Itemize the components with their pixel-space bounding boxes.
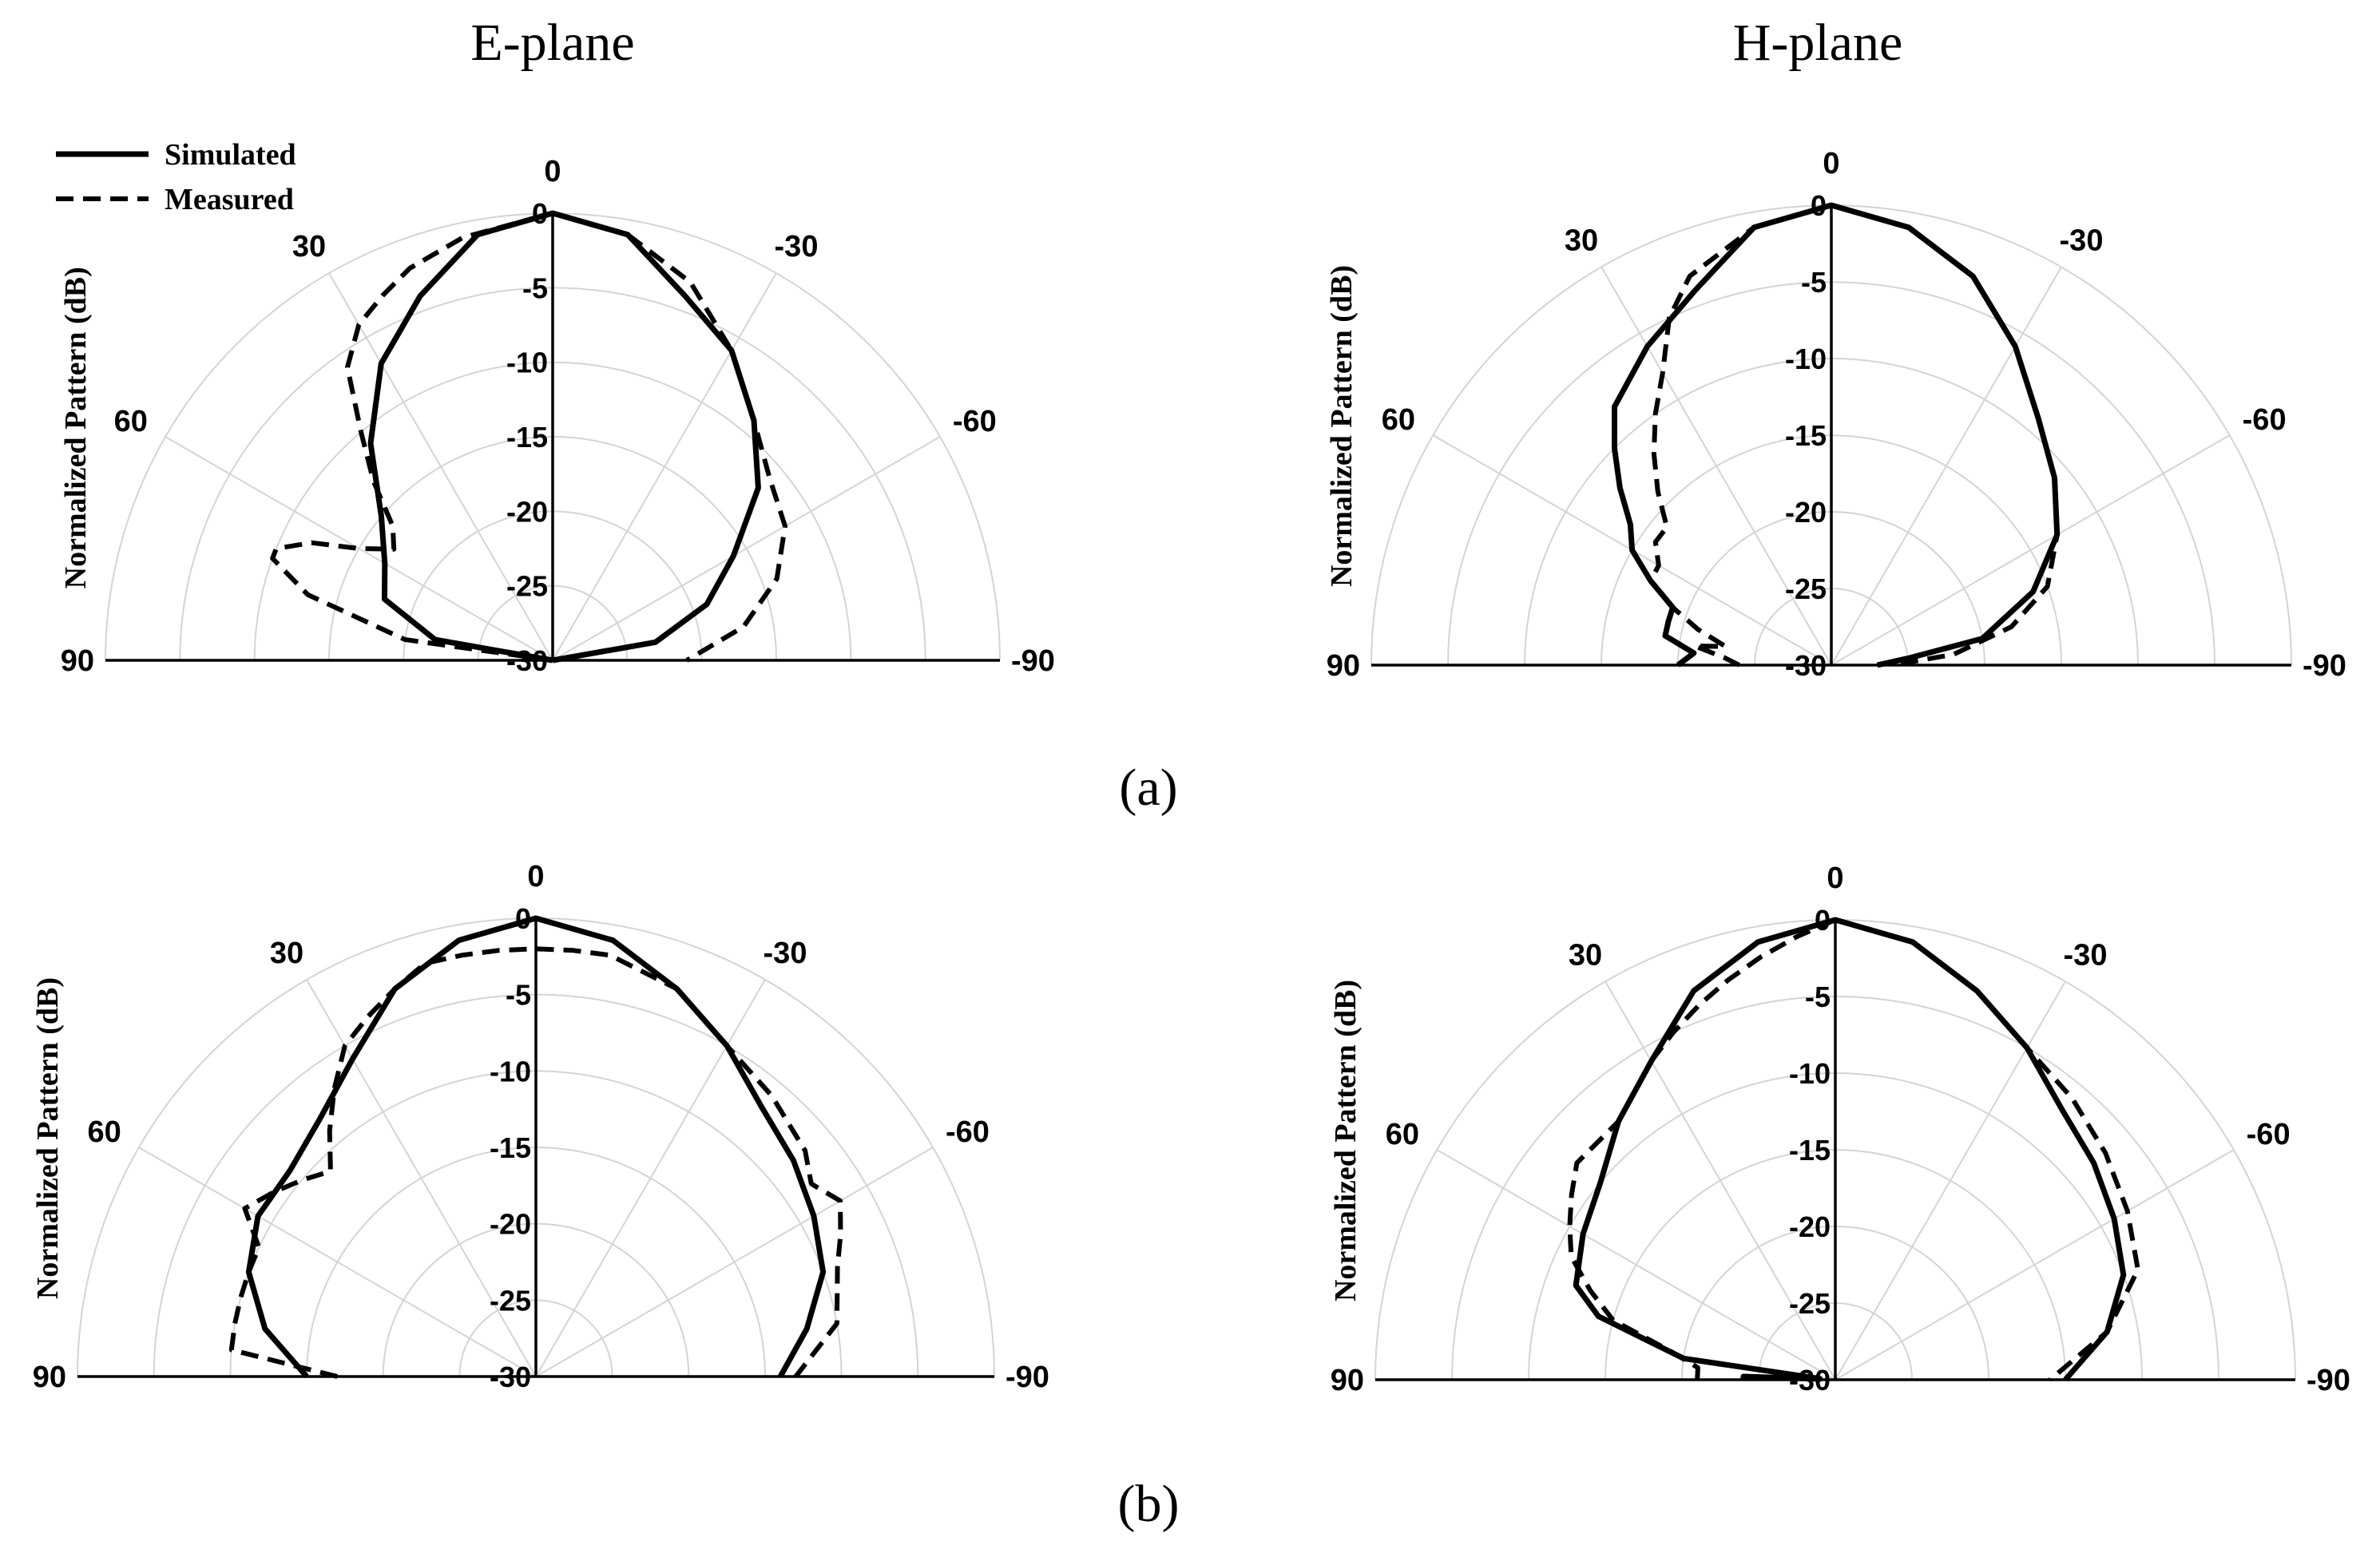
y-axis-label: Normalized Pattern (dB) (31, 977, 65, 1299)
angle-tick-label: 30 (292, 230, 326, 263)
radial-tick-label: -10 (1785, 343, 1827, 375)
grid-spoke (138, 1147, 537, 1377)
angle-tick-label: 30 (1565, 224, 1598, 257)
angle-tick-label: 30 (270, 937, 303, 970)
radial-tick-label: 0 (515, 902, 531, 935)
grid-spoke (1831, 266, 2062, 666)
polar-panel-1: 0-5-10-15-20-25-309060300-30-60-90Normal… (59, 155, 1055, 678)
series-line-measured (228, 946, 843, 1379)
grid-spoke (1605, 981, 1836, 1381)
radial-tick-label: -25 (1789, 1287, 1831, 1320)
angle-tick-label: -30 (764, 937, 807, 970)
angle-tick-label: 60 (1386, 1118, 1419, 1151)
grid-spoke (328, 272, 553, 661)
angle-tick-label: 90 (33, 1361, 66, 1394)
grid-spoke (535, 979, 766, 1377)
angle-tick-label: -90 (1011, 644, 1055, 678)
radial-tick-label: -10 (1789, 1057, 1831, 1090)
angle-tick-label: -30 (775, 230, 819, 263)
legend-label-solid: Simulated (165, 138, 296, 172)
angle-tick-label: 90 (1327, 649, 1360, 683)
grid-spoke (1831, 434, 2231, 666)
radial-tick-label: -25 (490, 1284, 531, 1317)
radial-tick-label: 0 (1811, 189, 1827, 222)
y-axis-label: Normalized Pattern (dB) (1329, 980, 1363, 1301)
angle-tick-label: -60 (2247, 1118, 2291, 1151)
radial-tick-label: -15 (490, 1131, 531, 1164)
radial-tick-label: -15 (1785, 419, 1827, 452)
radial-tick-label: -30 (1785, 649, 1827, 682)
grid-spoke (535, 1147, 934, 1377)
grid-spoke (165, 436, 553, 661)
radial-tick-label: -20 (1789, 1210, 1831, 1243)
angle-tick-label: -30 (2060, 224, 2104, 257)
radial-tick-label: -5 (522, 271, 548, 304)
radial-tick-label: -25 (1785, 572, 1827, 605)
angle-tick-label: 60 (1382, 403, 1415, 437)
radial-tick-label: -10 (506, 347, 548, 379)
angle-tick-label: -90 (1006, 1361, 1049, 1394)
radial-tick-label: -20 (1785, 496, 1827, 529)
angle-tick-label: -60 (946, 1115, 990, 1149)
row-caption-1: (a) (1119, 759, 1177, 817)
polar-panel-2: 0 -5 -10 -15 -20 -25 -30 90 60 30 0 -30 -60 -90 Normal… (1325, 147, 2346, 683)
angle-tick-label: -30 (2064, 938, 2108, 972)
grid-spoke (1601, 266, 1832, 666)
series-line-simulated (245, 915, 827, 1379)
column-title-1: E-plane (470, 14, 634, 72)
angle-tick-label: 0 (1827, 862, 1843, 895)
angle-tick-label: 60 (114, 405, 148, 438)
y-axis-label: Normalized Pattern (dB) (1325, 265, 1359, 587)
angle-tick-label: -60 (2243, 403, 2287, 437)
angle-tick-label: 0 (1823, 147, 1839, 180)
radial-tick-label: -20 (490, 1208, 531, 1241)
angle-tick-label: -90 (2307, 1364, 2350, 1397)
grid-spoke (1835, 1149, 2235, 1381)
polar-panel-3: 0 -5 -10 -15 -20 -25 -30 90 60 30 0 -30 -60 -90 Normal… (31, 860, 1049, 1394)
angle-tick-label: 60 (87, 1115, 121, 1149)
radial-tick-label: -5 (506, 979, 531, 1012)
radial-tick-label: -30 (490, 1361, 531, 1393)
legend: Simulated Measured (56, 138, 296, 216)
radial-tick-label: -15 (1789, 1134, 1831, 1167)
radial-tick-label: -5 (1801, 266, 1827, 299)
grid-spoke (1436, 1149, 1836, 1381)
polar-panel-4: 0-5-10-15-20-25-309060300-30-60-90Normal… (1329, 862, 2350, 1397)
radial-tick-label: 0 (532, 197, 548, 230)
series-line-measured (270, 211, 787, 663)
radial-tick-label: -5 (1805, 981, 1831, 1013)
radial-tick-label: -10 (490, 1055, 531, 1087)
grid-spoke (552, 436, 941, 661)
radial-tick-label: 0 (1815, 904, 1831, 937)
grid-spoke (306, 979, 537, 1377)
row-caption-2: (b) (1118, 1475, 1180, 1533)
angle-tick-label: 0 (544, 155, 561, 188)
angle-tick-label: 90 (61, 644, 94, 678)
series-line-simulated (1573, 917, 2127, 1382)
series-line-measured (1648, 203, 2060, 668)
y-axis-label: Normalized Pattern (dB) (59, 267, 93, 588)
angle-tick-label: 90 (1331, 1364, 1364, 1397)
legend-label-dashed: Measured (165, 183, 294, 216)
column-title-2: H-plane (1733, 14, 1903, 72)
grid-spoke (552, 272, 777, 661)
angle-tick-label: 0 (527, 860, 544, 893)
angle-tick-label: -60 (953, 405, 997, 438)
radial-tick-label: -15 (506, 421, 548, 454)
angle-tick-label: 30 (1569, 938, 1602, 972)
radial-tick-label: -20 (506, 495, 548, 528)
radial-tick-label: -25 (506, 570, 548, 603)
series-line-measured (1567, 917, 2140, 1382)
angle-tick-label: -90 (2303, 649, 2346, 683)
grid-spoke (1835, 981, 2066, 1381)
